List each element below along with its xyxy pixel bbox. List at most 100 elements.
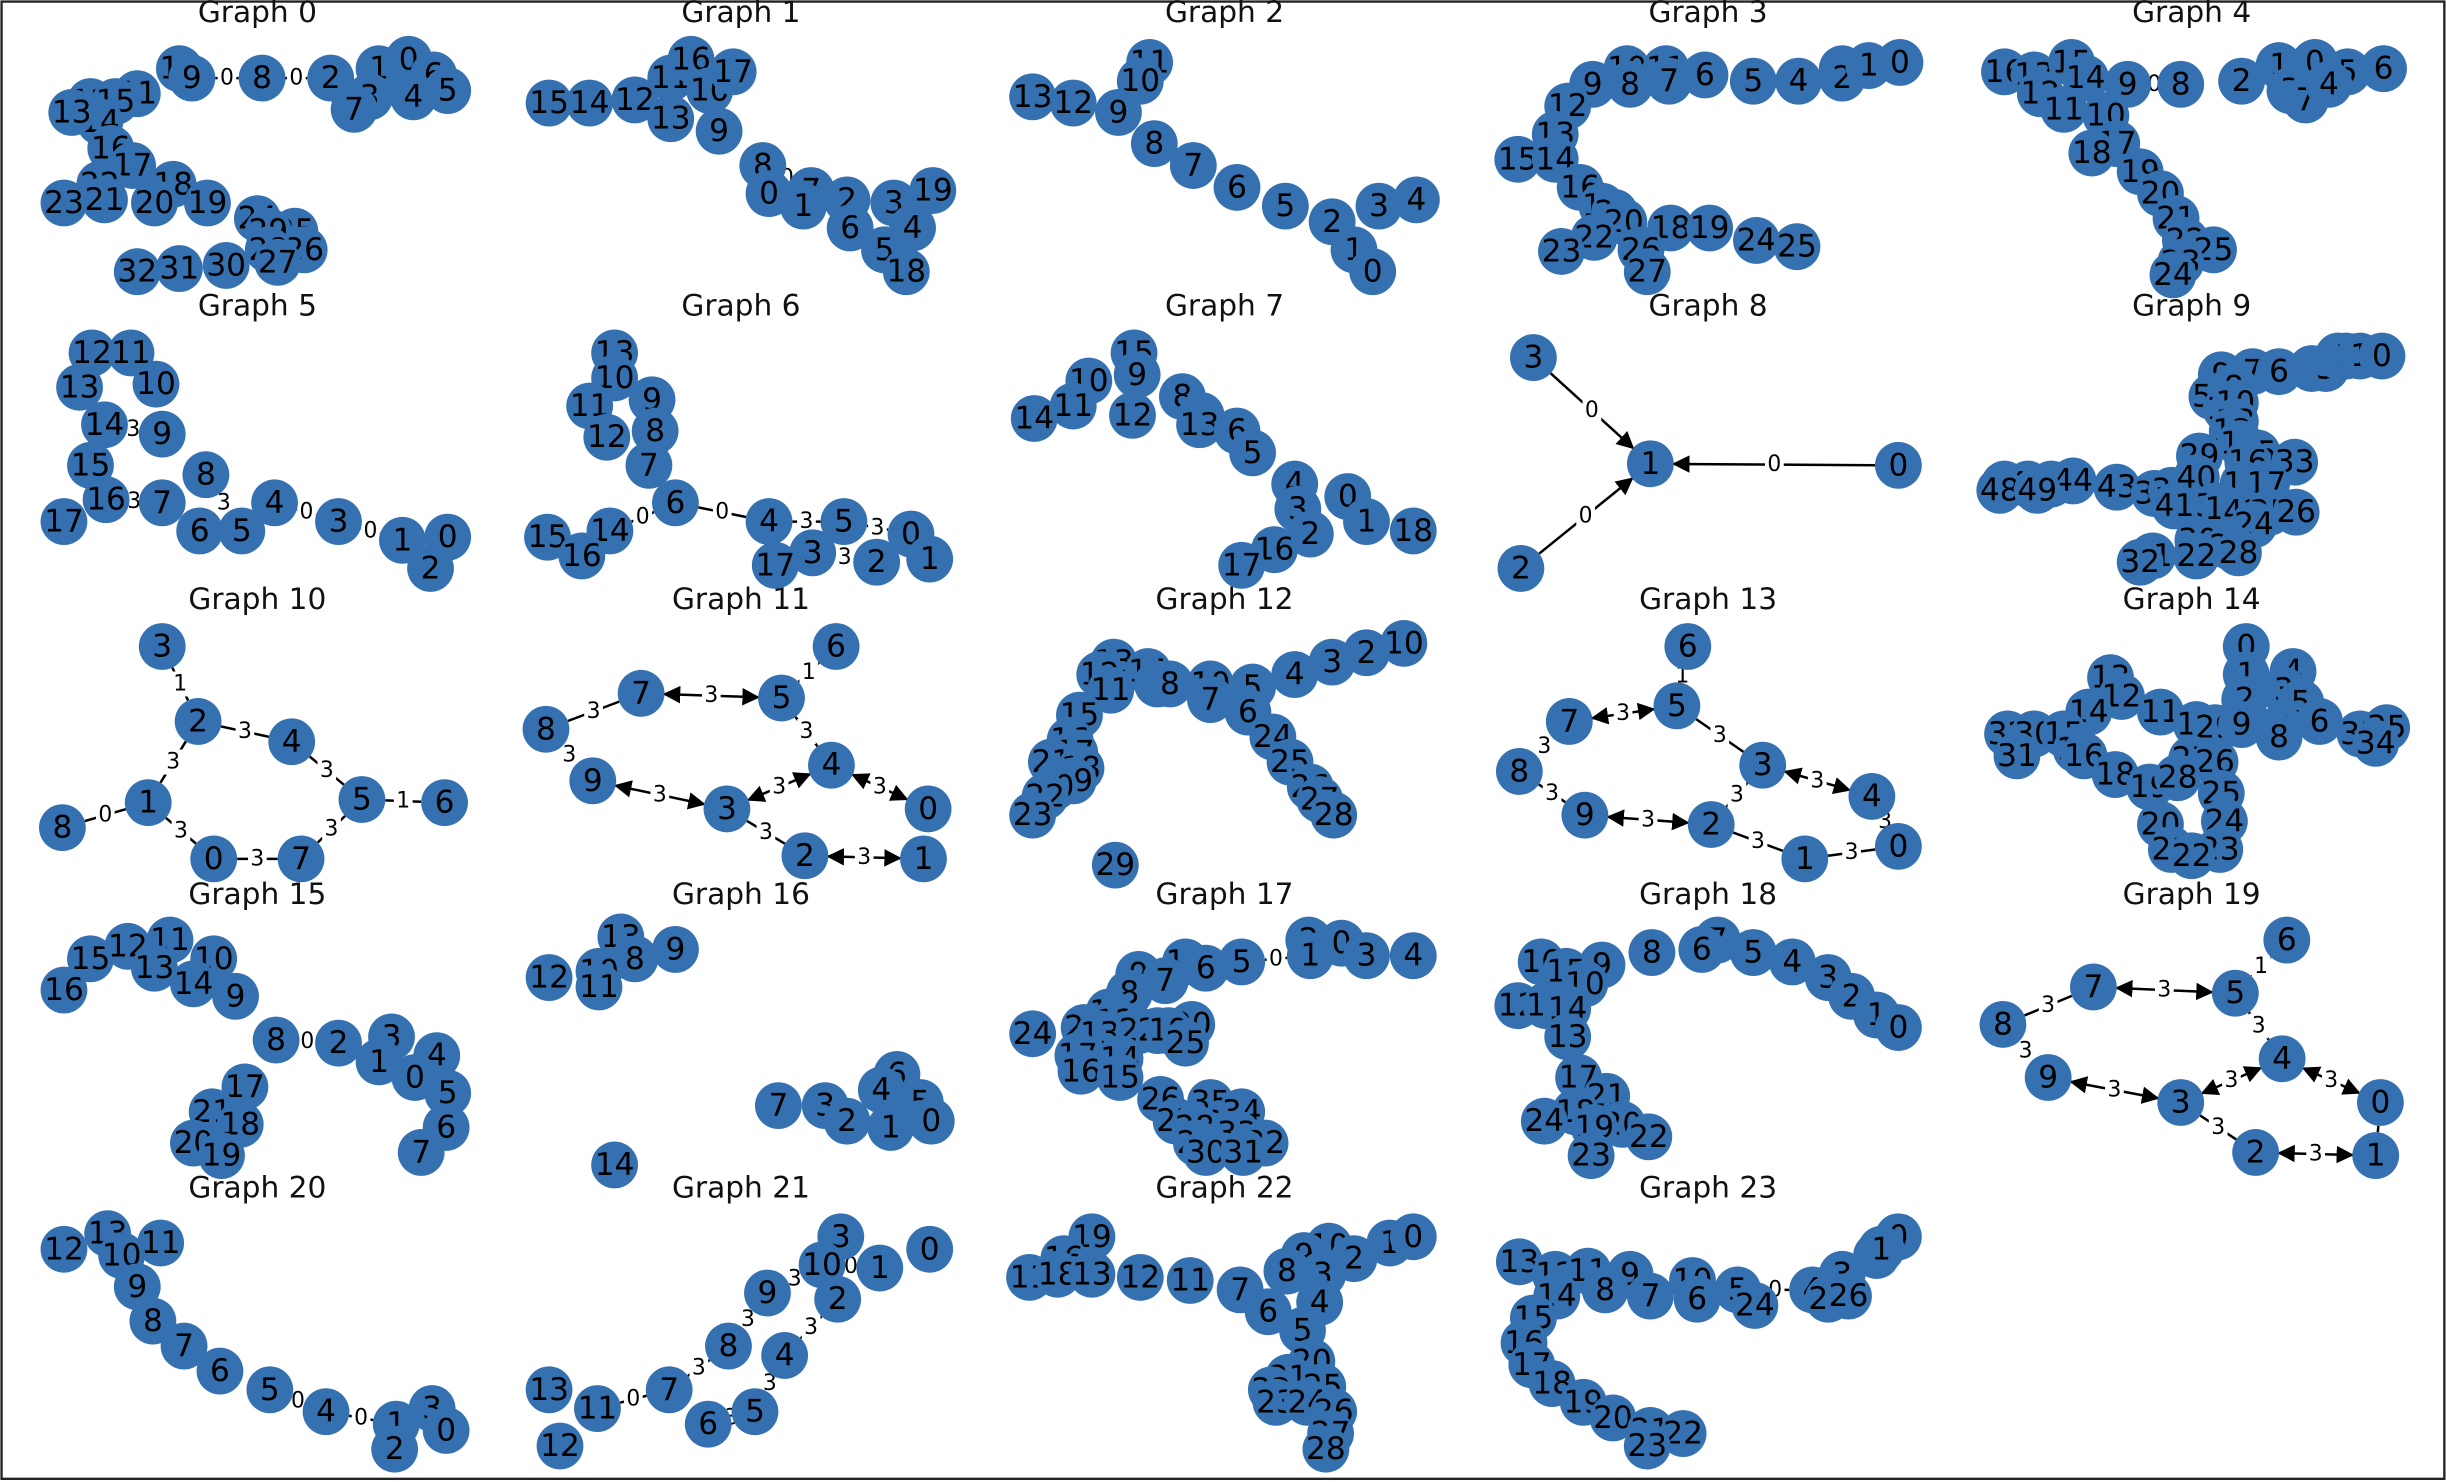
edge-label-text: 0 [844, 1254, 858, 1279]
graph-node: 22 [2172, 532, 2220, 580]
node-label: 32 [2120, 544, 2160, 580]
node-label: 11 [141, 1225, 181, 1261]
edge-label-bg [95, 802, 115, 828]
edge-label: 3 [1842, 840, 1861, 865]
edge-label-bg [351, 1405, 371, 1431]
node-label: 7 [1201, 682, 1221, 718]
edge-label: 3 [769, 775, 789, 800]
node-circle [1302, 1425, 1350, 1473]
node-circle [1979, 1000, 2027, 1048]
node-circle [1244, 1288, 1292, 1336]
edge-label: 3 [124, 489, 144, 514]
graph-node: 7 [160, 1322, 208, 1370]
edge-label-text: 0 [98, 803, 112, 828]
edge-label-text: 0 [1767, 452, 1781, 477]
edge-label-text: 3 [772, 775, 786, 800]
node-circle [132, 360, 180, 408]
edge-label-bg [2222, 1068, 2241, 1094]
node-circle [1681, 51, 1729, 99]
node-label: 6 [2269, 354, 2289, 390]
graph-node: 5 [1653, 682, 1701, 730]
edge-label-bg [584, 698, 603, 724]
node-circle [536, 1422, 584, 1470]
node-circle [823, 1097, 871, 1145]
node-label: 12 [1113, 397, 1153, 433]
node-label: 1 [881, 1109, 901, 1145]
node-label: 29 [1095, 847, 1135, 883]
graph-node: 8 [38, 804, 86, 852]
graph-node: 21 [81, 176, 128, 224]
edge-label: 3 [2105, 1077, 2124, 1103]
node-label: 8 [1160, 666, 1180, 702]
edge-label: 3 [1710, 723, 1730, 748]
edge-label-bg [650, 782, 670, 808]
node-label: 12 [44, 1231, 84, 1267]
edge-label-bg [171, 818, 191, 844]
graph-node: 16 [1057, 1047, 1105, 1095]
node-circle [1768, 938, 1816, 986]
node-label: 8 [1144, 126, 1164, 162]
node-circle [1731, 1282, 1779, 1329]
node-label: 4 [282, 724, 302, 760]
graph-title: Graph 6 [681, 287, 800, 322]
node-label: 6 [1678, 628, 1698, 664]
graph-node: 12 [536, 1422, 584, 1470]
edge-label-text: 0 [291, 1388, 305, 1413]
graph-node: 5 [1218, 938, 1266, 986]
node-circle [2151, 482, 2198, 530]
graph-node: 0 [907, 1097, 955, 1145]
graph-title: Graph 14 [2123, 581, 2261, 616]
node-circle [1545, 698, 1593, 745]
node-circle [82, 476, 130, 524]
graph-node: 19 [198, 1132, 245, 1180]
node-circle [238, 54, 286, 102]
node-circle [338, 776, 386, 823]
node-circle [1509, 334, 1557, 382]
edge-label: 1 [170, 671, 190, 696]
graph-node: 4 [1848, 772, 1896, 820]
node-label: 7 [174, 1328, 194, 1364]
graph-node: 8 [1581, 1266, 1629, 1314]
node-label: 0 [1890, 44, 1910, 80]
edge-label: 0 [351, 1405, 371, 1431]
node-circle [856, 1244, 904, 1292]
node-circle [2255, 713, 2303, 761]
node-label: 2 [795, 838, 815, 874]
graph-title: Graph 2 [1165, 0, 1284, 29]
node-label: 5 [2225, 975, 2245, 1011]
graph-node: 1 [124, 779, 172, 827]
graph-node: 0 [1874, 441, 1922, 489]
edge-label-bg [317, 758, 337, 784]
node-circle [2211, 969, 2259, 1017]
edge-label-text: 1 [2254, 954, 2268, 979]
node-label: 10 [136, 366, 176, 402]
graph-node: 31 [155, 245, 203, 293]
graph-node: 2 [853, 538, 901, 586]
graph-node: 7 [1545, 698, 1593, 745]
edge-label-text: 3 [1730, 782, 1744, 807]
node-label: 8 [1642, 935, 1662, 971]
graph-node: 22 [2168, 832, 2216, 880]
node-label: 5 [1243, 435, 1263, 471]
node-circle [1380, 619, 1428, 667]
edge-label-text: 0 [626, 1387, 640, 1412]
node-label: 27 [1627, 254, 1667, 290]
node-label: 17 [713, 54, 753, 90]
node-circle [907, 1097, 955, 1145]
node-circle [652, 479, 699, 527]
edge-label-text: 3 [174, 818, 188, 843]
node-label: 5 [772, 680, 792, 716]
graph-node: 5 [731, 1388, 779, 1436]
node-circle [2218, 57, 2265, 105]
node-label: 26 [2276, 494, 2316, 530]
graph-node: 1 [1626, 440, 1674, 488]
node-circle [2137, 688, 2184, 736]
edge-label: 1 [2251, 954, 2271, 979]
graph-node: 12 [525, 954, 573, 1001]
edge-label-text: 0 [715, 500, 729, 525]
node-label: 21 [85, 182, 125, 218]
node-circle [184, 179, 231, 227]
node-label: 13 [135, 950, 175, 986]
node-label: 26 [1829, 1278, 1869, 1314]
graph-node: 20 [1589, 1394, 1637, 1442]
